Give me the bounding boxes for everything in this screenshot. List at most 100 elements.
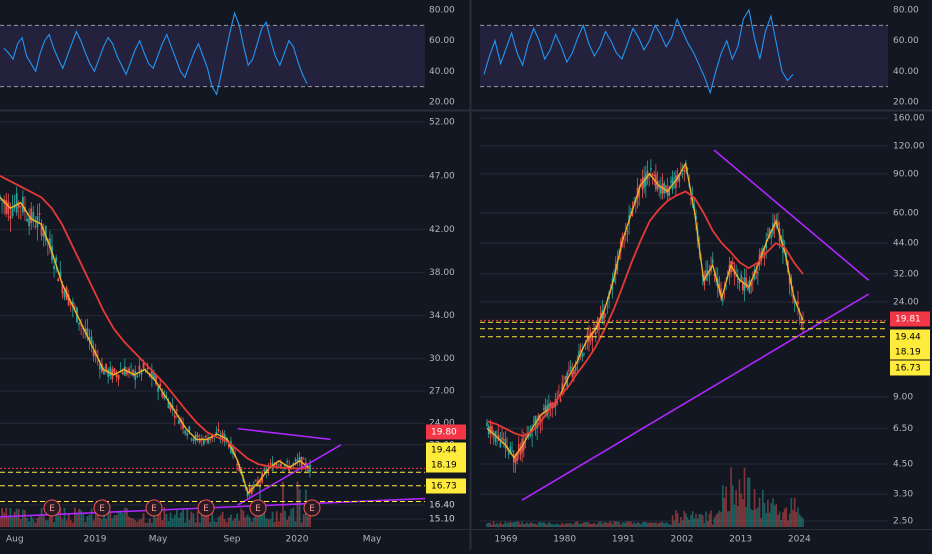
left-candle bbox=[302, 458, 305, 460]
left-volume-bar bbox=[126, 508, 128, 527]
right-volume-bar bbox=[536, 524, 538, 527]
left-volume-bar bbox=[32, 518, 35, 527]
left-candle bbox=[163, 394, 166, 399]
earnings-marker[interactable] bbox=[93, 499, 111, 517]
earnings-marker[interactable] bbox=[197, 499, 215, 517]
right-volume-bar bbox=[723, 498, 726, 527]
right-candle bbox=[517, 443, 520, 452]
left-candle bbox=[78, 322, 80, 325]
right-volume-bar bbox=[526, 522, 528, 527]
left-volume-bar bbox=[175, 509, 178, 527]
right-candle bbox=[549, 403, 552, 408]
left-candle bbox=[298, 456, 301, 463]
right-ma-short-line[interactable] bbox=[486, 161, 804, 459]
right-rsi-line[interactable] bbox=[483, 8, 794, 95]
left-candle bbox=[113, 368, 116, 374]
left-price-tick-1: 47.00 bbox=[429, 171, 455, 181]
right-volume-bar bbox=[683, 510, 686, 527]
left-candle bbox=[157, 387, 160, 392]
left-candle bbox=[184, 430, 187, 434]
left-candle bbox=[109, 366, 112, 377]
right-volume-bar bbox=[548, 522, 550, 527]
left-volume-bar bbox=[117, 511, 120, 527]
right-candle bbox=[726, 272, 729, 275]
left-candle bbox=[67, 294, 70, 306]
left-price-tick-3: 38.00 bbox=[429, 268, 455, 278]
left-candle bbox=[165, 395, 168, 397]
left-volume-bar bbox=[244, 517, 247, 527]
right-candle bbox=[768, 229, 771, 237]
left-candle bbox=[28, 217, 31, 227]
right-candle bbox=[757, 271, 759, 274]
left-ma-short-line[interactable] bbox=[0, 196, 311, 495]
right-ma-long-line[interactable] bbox=[486, 190, 804, 438]
left-candle bbox=[284, 464, 286, 467]
right-volume-bar bbox=[613, 521, 615, 527]
left-ma-long-line[interactable] bbox=[0, 175, 310, 470]
left-volume-bar bbox=[0, 517, 1, 527]
left-candle bbox=[221, 432, 224, 438]
left-rsi-line[interactable] bbox=[3, 11, 308, 96]
earnings-marker[interactable] bbox=[145, 499, 163, 517]
right-rsi-tick-0: 80.00 bbox=[893, 6, 919, 16]
right-candle bbox=[553, 403, 555, 408]
right-candle bbox=[569, 366, 572, 370]
left-candle bbox=[40, 223, 43, 236]
earnings-marker-label: E bbox=[99, 504, 105, 514]
left-volume-bar bbox=[257, 512, 259, 527]
right-candle bbox=[502, 438, 505, 440]
left-trendline-1[interactable] bbox=[237, 444, 342, 506]
right-candle bbox=[586, 333, 589, 339]
earnings-marker-label: E bbox=[151, 504, 157, 514]
left-volume-bar bbox=[230, 514, 232, 527]
right-volume-bar bbox=[785, 507, 788, 527]
earnings-marker[interactable] bbox=[43, 499, 61, 517]
left-volume-bar bbox=[94, 513, 97, 527]
right-candle bbox=[543, 408, 545, 410]
left-candle bbox=[217, 429, 220, 432]
right-volume-bar bbox=[571, 524, 574, 527]
right-volume-bar bbox=[618, 521, 620, 527]
left-candle bbox=[263, 469, 266, 472]
right-candle bbox=[516, 452, 518, 461]
left-trendline-0[interactable] bbox=[237, 427, 331, 441]
right-volume-bar bbox=[696, 518, 699, 527]
left-volume-bar bbox=[55, 512, 58, 527]
left-candle bbox=[196, 434, 199, 438]
right-volume-bar bbox=[793, 497, 796, 527]
right-volume-bar bbox=[646, 522, 649, 527]
left-volume-bar bbox=[302, 514, 305, 527]
right-volume-bar bbox=[487, 522, 490, 527]
left-volume-bar bbox=[109, 511, 112, 527]
right-volume-bar bbox=[703, 523, 706, 527]
left-candle bbox=[134, 370, 137, 380]
right-volume-bar bbox=[656, 523, 659, 527]
left-volume-bar bbox=[24, 510, 26, 527]
left-volume-bar bbox=[236, 513, 239, 527]
left-volume-bar bbox=[3, 512, 6, 527]
right-candle bbox=[539, 418, 542, 423]
right-volume-bar bbox=[755, 508, 757, 527]
earnings-marker[interactable] bbox=[249, 499, 267, 517]
right-candle bbox=[491, 425, 493, 433]
left-candle bbox=[142, 362, 145, 369]
left-volume-bar bbox=[200, 511, 203, 527]
earnings-marker[interactable] bbox=[303, 499, 321, 517]
right-volume-bar bbox=[527, 523, 530, 527]
left-candle bbox=[275, 464, 278, 466]
right-trendline-1[interactable] bbox=[713, 149, 870, 281]
right-candle bbox=[583, 352, 585, 355]
right-volume-bar bbox=[534, 523, 537, 527]
right-volume-bar bbox=[619, 524, 622, 527]
right-volume-bar bbox=[770, 503, 773, 527]
left-volume-bar bbox=[205, 513, 207, 527]
left-volume-bar bbox=[105, 519, 108, 527]
right-volume-bar bbox=[593, 522, 595, 527]
right-candle bbox=[529, 433, 532, 435]
right-volume-bar bbox=[494, 524, 497, 527]
left-rsi-tick-2: 40.00 bbox=[429, 67, 455, 77]
left-candle bbox=[115, 373, 118, 378]
left-volume-bar bbox=[92, 520, 95, 527]
right-volume-bar bbox=[715, 514, 717, 527]
